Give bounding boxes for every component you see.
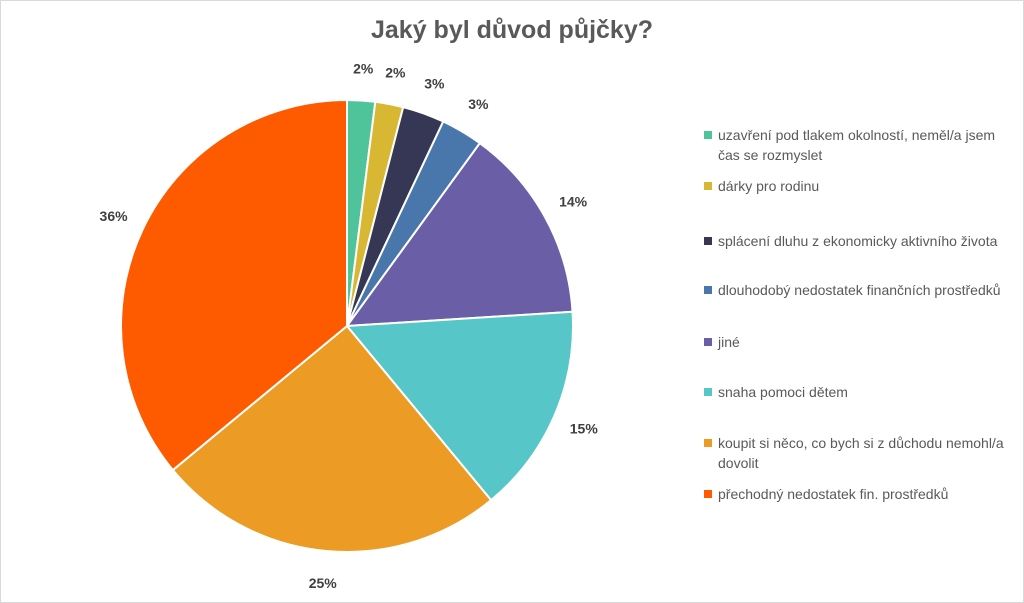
data-label-darky-pro-rodinu: 2% [385,65,406,81]
legend-label: snaha pomoci dětem [718,384,848,400]
data-label-splaceni-dluhu-z-ekonomicky-aktivniho-zi: 3% [424,75,445,91]
legend-swatch [704,439,712,447]
legend-item-jine: jiné [704,332,1019,352]
legend-swatch [704,182,712,190]
legend-swatch [704,338,712,346]
legend-swatch [704,490,712,498]
legend-label: jiné [718,334,740,350]
legend-item-prechodny-nedostatek-fin-prostredku: přechodný nedostatek fin. prostředků [704,484,1019,504]
legend-label: přechodný nedostatek fin. prostředků [718,486,949,502]
data-label-uzavreni-pod-tlakem-okolnosti-nemel-a-js: 2% [353,61,374,77]
legend-label: splácení dluhu z ekonomicky aktivního ži… [718,233,998,249]
legend-label: koupit si něco, co bych si z důchodu nem… [718,435,1004,471]
pie-slices [120,98,574,553]
pie-labels: 2% 2% 3% 3% 14% 15% 25% 36% [100,61,599,591]
legend-label: dárky pro rodinu [718,178,820,194]
data-label-snaha-pomoci-detem: 15% [570,420,599,436]
data-label-jine: 14% [559,194,588,210]
pie-slice-jine [344,141,574,328]
pie-slice-prechodny-nedostatek-fin-prostredku [120,98,348,472]
legend-label: uzavření pod tlakem okolností, neměl/a j… [718,127,996,163]
legend-item-darky-pro-rodinu: dárky pro rodinu [704,176,1019,196]
legend-item-uzavreni-pod-tlakem-okolnosti-nemel-a-js: uzavření pod tlakem okolností, neměl/a j… [704,125,1019,165]
legend-item-splaceni-dluhu-z-ekonomicky-aktivniho-zi: splácení dluhu z ekonomicky aktivního ži… [704,231,1019,251]
pie-slice-koupit-si-neco-co-bych-si-z-duchodu-nemo [171,324,493,553]
data-label-koupit-si-neco-co-bych-si-z-duchodu-nemo: 25% [309,575,338,591]
legend-label: dlouhodobý nedostatek finančních prostře… [718,282,1001,298]
legend-swatch [704,237,712,245]
legend-item-dlouhodoby-nedostatek-financnich-prostre: dlouhodobý nedostatek finančních prostře… [704,280,1019,300]
legend-swatch [704,286,712,294]
legend-item-snaha-pomoci-detem: snaha pomoci dětem [704,382,1019,402]
legend-item-koupit-si-neco-co-bych-si-z-duchodu-nemo: koupit si něco, co bych si z důchodu nem… [704,433,1019,473]
data-label-dlouhodoby-nedostatek-financnich-prostre: 3% [468,96,489,112]
pie-slice-snaha-pomoci-detem [344,310,574,502]
legend-swatch [704,388,712,396]
data-label-prechodny-nedostatek-fin-prostredku: 36% [100,208,129,224]
chart-title: Jaký byl důvod půjčky? [370,16,654,44]
legend-swatch [704,131,712,139]
